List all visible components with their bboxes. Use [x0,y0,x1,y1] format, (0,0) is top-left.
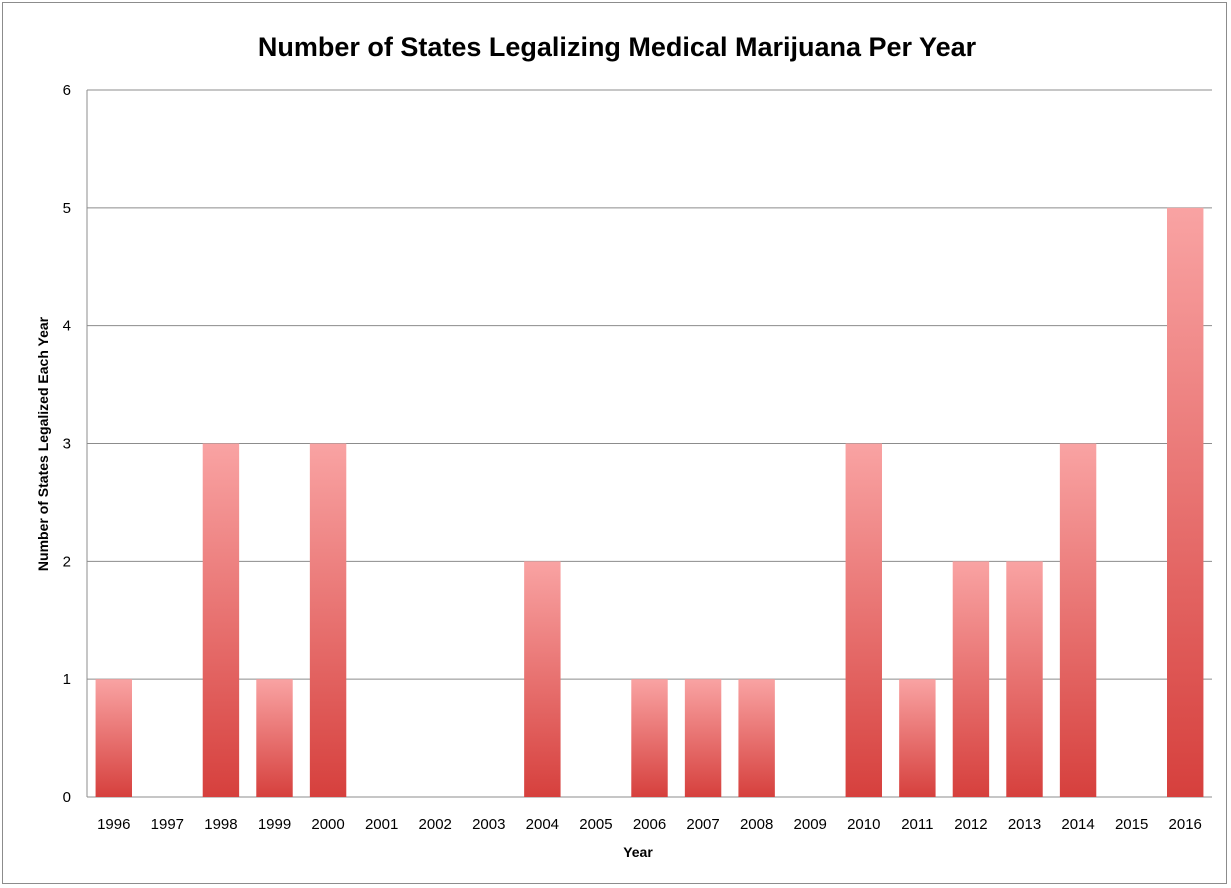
x-tick-label: 2014 [1061,816,1094,833]
bar-2007 [684,679,722,797]
x-tick-label: 2002 [419,816,452,833]
bar-2010 [845,443,882,797]
x-tick-label: 2003 [472,816,505,833]
x-tick-label: 2006 [633,816,666,833]
x-tick-label: 2008 [740,816,773,833]
bar-2014 [1059,443,1097,797]
bar-2011 [899,679,936,797]
x-tick-label: 2015 [1115,816,1148,833]
y-tick-label: 2 [63,553,71,570]
y-tick-label: 0 [63,789,71,806]
x-tick-label: 1996 [97,816,130,833]
y-tick-label: 6 [63,82,71,99]
x-tick-label: 2007 [686,816,719,833]
bar-1996 [95,679,132,797]
y-tick-label: 5 [63,200,71,217]
x-tick-label: 2005 [579,816,612,833]
y-axis-label: Number of States Legalized Each Year [35,316,51,571]
bar-2008 [738,679,775,797]
x-tick-label: 1999 [258,816,291,833]
x-tick-label: 2004 [526,816,559,833]
bar-2004 [524,561,561,797]
bar-1998 [202,443,240,797]
x-tick-label: 2000 [311,816,344,833]
y-tick-label: 3 [63,436,71,453]
bar-2012 [952,561,990,797]
x-tick-label: 1998 [204,816,237,833]
y-tick-label: 4 [63,318,71,335]
x-tick-label: 2012 [954,816,987,833]
x-tick-label: 2011 [901,816,933,833]
bar-2006 [631,679,668,797]
x-axis-label: Year [623,844,653,860]
bar-2000 [309,443,347,797]
y-tick-label: 1 [63,671,71,688]
chart-title: Number of States Legalizing Medical Mari… [258,32,977,62]
bars [95,207,1204,798]
x-tick-label: 2009 [794,816,827,833]
x-tick-label: 2016 [1169,816,1202,833]
y-tick-labels: 0 1 2 3 4 5 6 [63,82,71,806]
bar-2016 [1167,207,1204,798]
x-tick-label: 2010 [847,816,880,833]
x-tick-label: 2013 [1008,816,1041,833]
x-tick-labels: 1996 1997 1998 1999 2000 2001 2002 2003 2004 2005… [97,816,1202,833]
bar-2013 [1006,561,1043,797]
bar-1999 [256,679,293,797]
x-tick-label: 2001 [365,816,398,833]
x-tick-label: 1997 [151,816,184,833]
